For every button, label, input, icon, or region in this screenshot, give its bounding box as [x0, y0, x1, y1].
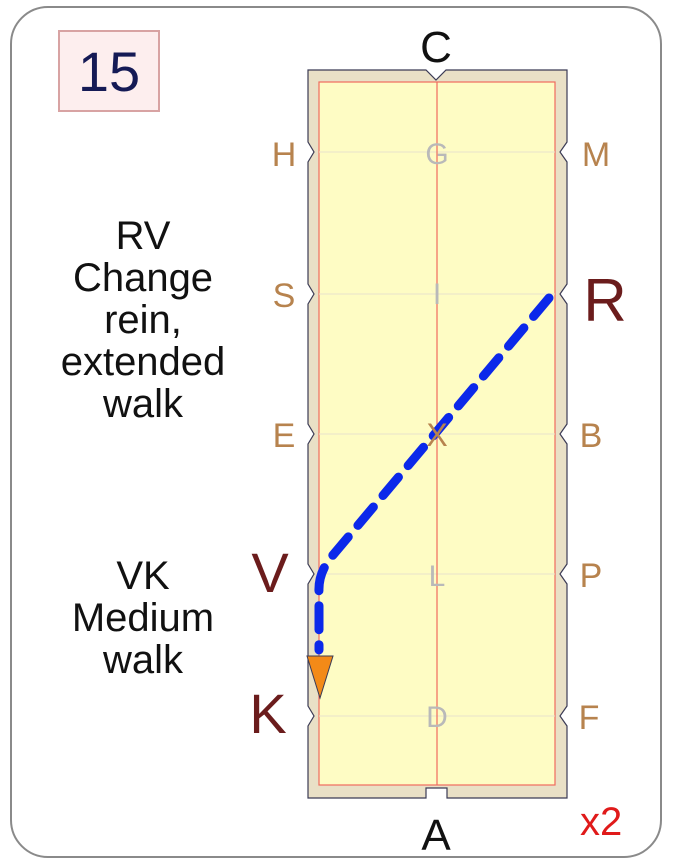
- movement-text-line: extended: [60, 340, 226, 384]
- letter-h: H: [272, 136, 297, 174]
- movement-description-1: RV Change rein, extended walk: [48, 215, 238, 425]
- letter-m: M: [582, 136, 610, 174]
- movement-text-line: VK: [116, 554, 170, 598]
- repeat-count: x2: [580, 800, 623, 844]
- letter-f: F: [579, 699, 600, 737]
- letter-p: P: [580, 557, 603, 595]
- movement-text-line: walk: [102, 382, 184, 426]
- letter-g: G: [425, 138, 448, 171]
- movement-text-line: RV: [115, 214, 171, 258]
- movement-description-2: VK Medium walk: [48, 555, 238, 681]
- movement-text-line: Medium: [71, 596, 215, 640]
- letter-v: V: [251, 541, 289, 604]
- letter-e: E: [273, 417, 296, 455]
- letter-k: K: [249, 682, 286, 745]
- letter-b: B: [580, 417, 603, 455]
- letter-a: A: [421, 811, 451, 860]
- letter-i: I: [433, 278, 441, 311]
- letter-x: X: [426, 417, 447, 453]
- letter-s: S: [273, 277, 296, 315]
- movement-text-line: Change: [72, 256, 214, 300]
- movement-number: 15: [58, 30, 160, 112]
- direction-arrow: [306, 655, 334, 700]
- letter-r: R: [583, 267, 626, 334]
- movement-text-line: walk: [102, 638, 184, 682]
- letter-d: D: [426, 701, 448, 734]
- letter-c: C: [420, 23, 452, 72]
- letter-l: L: [429, 560, 446, 593]
- movement-text-line: rein,: [104, 298, 182, 342]
- movement-path: [314, 293, 554, 655]
- movement-number-text: 15: [77, 39, 141, 103]
